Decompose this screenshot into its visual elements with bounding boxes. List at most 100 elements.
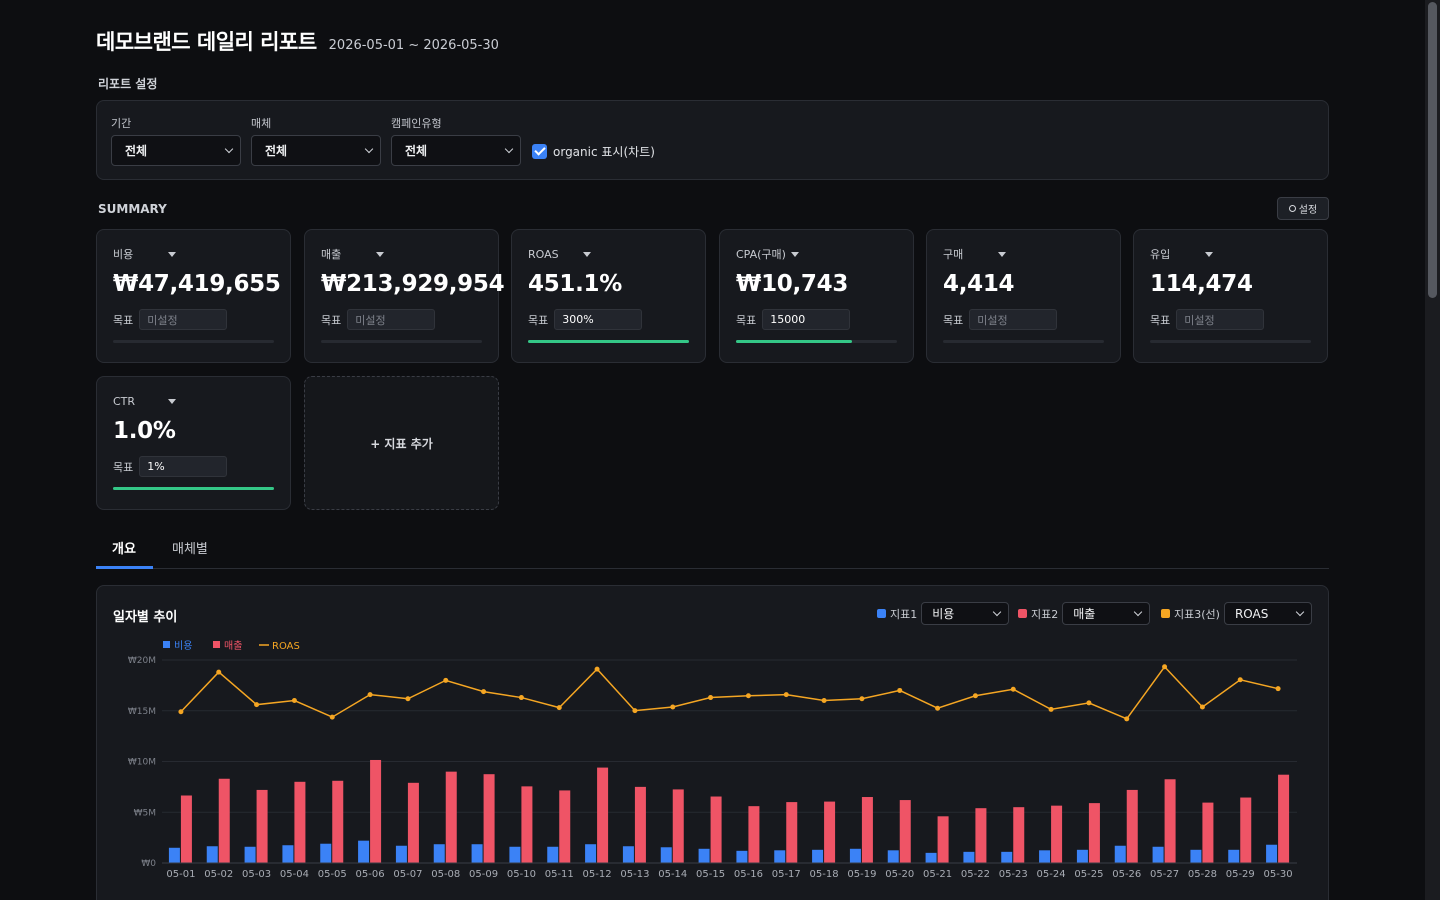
bar-cost: [1266, 844, 1278, 863]
x-tick-label: 05-09: [469, 869, 498, 880]
bar-revenue: [370, 759, 382, 863]
metric3-label: 지표3(선): [1174, 607, 1220, 621]
roas-point: [556, 705, 562, 711]
date-range: 2026-05-01 ~ 2026-05-30: [328, 38, 499, 53]
caret-down-icon: [791, 251, 799, 257]
bar-revenue: [937, 816, 949, 863]
x-tick-label: 05-14: [658, 869, 687, 880]
x-tick-label: 05-19: [847, 869, 876, 880]
add-metric-button[interactable]: + 지표 추가: [304, 376, 499, 510]
metric1-swatch: [877, 609, 886, 618]
kpi-value: ₩213,929,954: [321, 271, 505, 297]
bar-revenue: [1126, 789, 1138, 863]
kpi-label: 매출: [321, 248, 342, 261]
y-tick-label: ₩5M: [134, 808, 156, 818]
period-select[interactable]: 전체: [111, 135, 241, 166]
media-select[interactable]: 전체: [251, 135, 381, 166]
metric1-label: 지표1: [890, 607, 918, 621]
roas-point: [291, 698, 297, 704]
kpi-metric-select[interactable]: 유입: [1150, 246, 1311, 262]
bar-cost: [358, 840, 370, 863]
kpi-metric-select[interactable]: CTR: [113, 393, 274, 409]
roas-point: [329, 714, 335, 720]
x-tick-label: 05-15: [696, 869, 725, 880]
bar-cost: [812, 849, 824, 863]
bar-revenue: [748, 806, 760, 863]
roas-point: [367, 692, 373, 698]
organic-toggle[interactable]: organic 표시(차트): [532, 143, 655, 160]
metric3-control: 지표3(선) ROAS: [1161, 602, 1312, 625]
legend-swatch: [213, 641, 220, 648]
kpi-metric-select[interactable]: 매출: [321, 246, 482, 262]
x-tick-label: 05-22: [961, 869, 990, 880]
scrollbar-thumb[interactable]: [1428, 2, 1437, 298]
organic-checkbox[interactable]: [532, 144, 547, 159]
kpi-label: 구매: [943, 248, 964, 261]
campaign-type-select[interactable]: 전체: [391, 135, 521, 166]
x-tick-label: 05-20: [885, 869, 914, 880]
view-tabs: 개요 매체별: [96, 530, 1329, 569]
kpi-card: CPA(구매) ₩10,743 목표 15000: [719, 229, 914, 363]
summary-settings-button[interactable]: 설정: [1277, 197, 1329, 220]
x-tick-label: 05-08: [431, 869, 460, 880]
kpi-metric-select[interactable]: 구매: [943, 246, 1104, 262]
kpi-goal-row: 목표 미설정: [113, 309, 274, 330]
roas-point: [935, 705, 941, 711]
page-scrollbar[interactable]: [1425, 0, 1440, 900]
goal-input[interactable]: 미설정: [139, 309, 228, 330]
metric3-select[interactable]: ROAS: [1223, 602, 1312, 625]
roas-point: [254, 702, 260, 708]
bar-cost: [282, 845, 294, 863]
daily-trend-panel: 일자별 추이 지표1 비용 지표2 매출 지표3(선) ROAS: [96, 585, 1329, 900]
bar-cost: [698, 848, 710, 863]
goal-input[interactable]: 1%: [139, 456, 228, 477]
roas-point: [405, 696, 411, 702]
filter-campaign-type: 캠페인유형 전체: [391, 115, 521, 166]
goal-progress-fill: [113, 487, 274, 490]
roas-point: [1199, 704, 1205, 710]
kpi-value: 4,414: [943, 271, 1015, 297]
tab-overview[interactable]: 개요: [112, 542, 136, 557]
tab-by-media[interactable]: 매체별: [172, 542, 208, 557]
goal-input[interactable]: 미설정: [1176, 309, 1265, 330]
kpi-label: 비용: [113, 248, 134, 261]
x-tick-label: 05-23: [999, 869, 1028, 880]
bar-cost: [1228, 849, 1240, 863]
metric1-select[interactable]: 비용: [921, 602, 1010, 625]
bar-cost: [509, 846, 521, 863]
x-tick-label: 05-25: [1074, 869, 1103, 880]
goal-label: 목표: [943, 313, 964, 327]
kpi-goal-row: 목표 300%: [528, 309, 689, 330]
bar-cost: [395, 845, 407, 863]
x-tick-label: 05-18: [810, 869, 839, 880]
y-tick-label: ₩20M: [128, 656, 156, 666]
goal-input[interactable]: 15000: [762, 309, 851, 330]
bar-cost: [925, 852, 937, 863]
bar-revenue: [1051, 805, 1063, 863]
bar-revenue: [1278, 774, 1290, 863]
kpi-label: ROAS: [528, 247, 559, 261]
bar-revenue: [672, 789, 684, 863]
roas-point: [821, 698, 827, 704]
bar-revenue: [256, 789, 268, 863]
metric2-select[interactable]: 매출: [1062, 602, 1151, 625]
y-tick-label: ₩15M: [128, 707, 156, 717]
x-tick-label: 05-28: [1188, 869, 1217, 880]
goal-input[interactable]: 미설정: [347, 309, 436, 330]
kpi-value: ₩10,743: [736, 271, 849, 297]
active-tab-indicator: [96, 566, 153, 569]
kpi-card: 매출 ₩213,929,954 목표 미설정: [304, 229, 505, 363]
roas-point: [1237, 677, 1243, 683]
goal-label: 목표: [528, 313, 549, 327]
x-tick-label: 05-16: [734, 869, 763, 880]
kpi-metric-select[interactable]: CPA(구매): [736, 246, 897, 262]
kpi-metric-select[interactable]: 비용: [113, 246, 274, 262]
kpi-card: 비용 ₩47,419,655 목표 미설정: [96, 229, 291, 363]
bar-revenue: [1240, 797, 1252, 863]
goal-input[interactable]: 미설정: [969, 309, 1058, 330]
goal-progress-bar: [528, 340, 689, 343]
goal-input[interactable]: 300%: [554, 309, 643, 330]
roas-point: [1048, 706, 1054, 712]
bar-cost: [1039, 850, 1051, 863]
kpi-metric-select[interactable]: ROAS: [528, 246, 689, 262]
